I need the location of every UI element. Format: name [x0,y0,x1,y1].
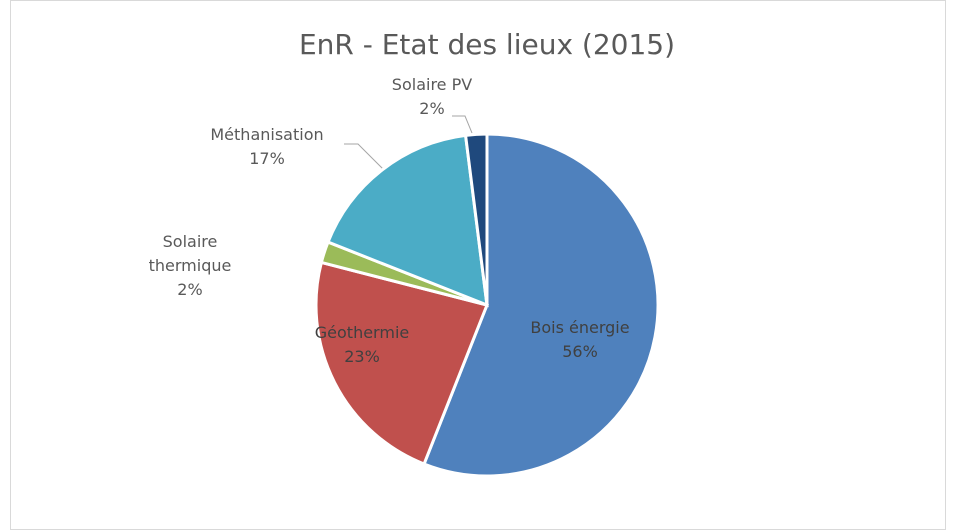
pie-slice [422,132,660,478]
chart-title: EnR - Etat des lieux (2015) [299,28,675,61]
slice-label: Géothermie [315,323,409,342]
slice-label: Méthanisation [210,125,323,144]
slice-label: Bois énergie [530,318,629,337]
leader-line [344,143,385,171]
pie-slice [463,132,489,306]
value-label: 2% [177,280,202,299]
slice-label: Solaire PV [392,75,472,94]
leader-line [452,115,473,134]
pie-slice [326,133,489,308]
value-label: 23% [344,347,380,366]
value-label: 17% [249,149,285,168]
value-label: 56% [562,342,598,361]
slice-label: Solaire thermique [149,232,232,275]
value-label: 2% [419,99,444,118]
pie-slice [314,260,490,466]
